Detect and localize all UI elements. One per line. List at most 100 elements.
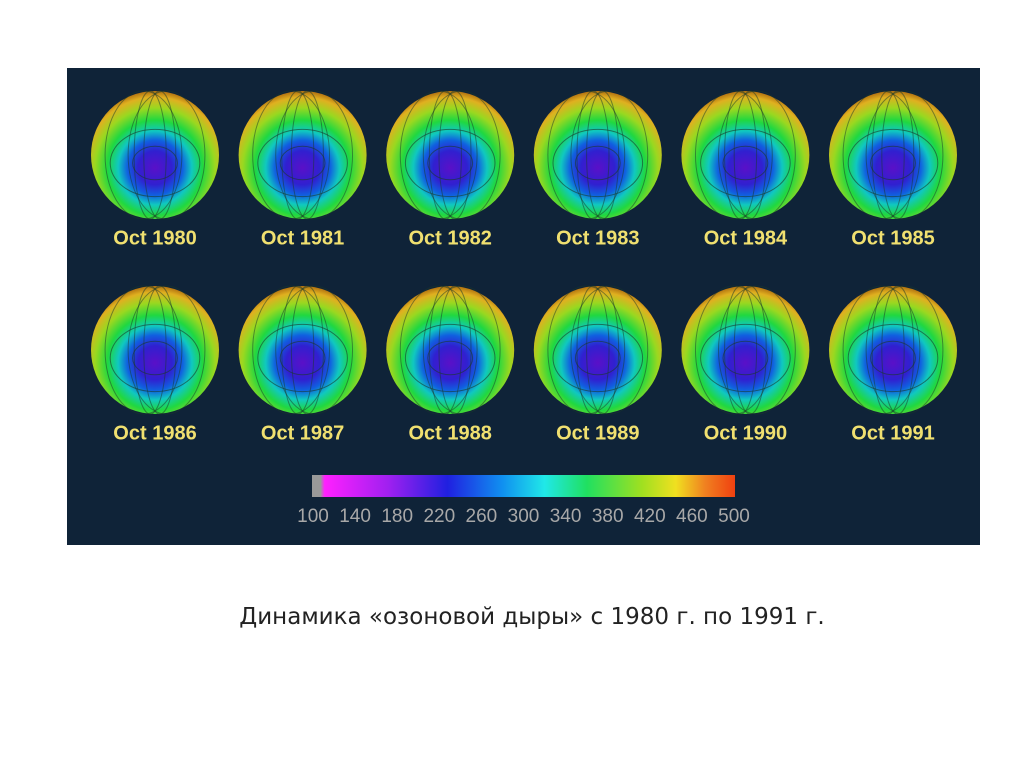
globe-label: Oct 1990 — [704, 422, 787, 444]
globe-grid — [881, 285, 915, 415]
image-background — [67, 68, 980, 545]
colorbar-tick: 180 — [381, 506, 413, 527]
globe-grid — [127, 285, 206, 415]
globe-grid — [404, 323, 496, 393]
globe-label: Oct 1981 — [261, 227, 344, 249]
globe — [386, 286, 515, 414]
globe-grid — [722, 340, 769, 376]
globe-grid — [257, 128, 348, 198]
globe-label: Oct 1985 — [851, 227, 934, 249]
globe-grid — [865, 285, 944, 415]
globe-grid — [399, 285, 478, 415]
globe-label: Oct 1988 — [409, 422, 492, 444]
globe-grid — [132, 145, 178, 181]
globe-grid — [143, 90, 177, 220]
globe-grid — [570, 285, 649, 415]
globe-label: Oct 1991 — [851, 422, 934, 444]
colorbar — [312, 475, 735, 497]
colorbar-tick: 420 — [634, 506, 666, 527]
globe-grid — [870, 340, 916, 376]
globe-grid — [427, 145, 474, 181]
globe-grid — [133, 285, 167, 415]
ozone-image: Oct 1980 Oct 1981 Oct 1982 Oct 1983 Oct 1984… — [67, 68, 980, 545]
globe — [533, 286, 662, 414]
globe-grid — [576, 285, 610, 415]
globe-label: Oct 1983 — [556, 227, 639, 249]
caption: Динамика «озоновой дыры» с 1980 г. по 19… — [239, 604, 825, 630]
globe-grid — [547, 285, 626, 415]
globe-grid — [718, 90, 796, 220]
globe-grid — [733, 285, 767, 415]
globe-grid — [700, 323, 791, 393]
globe-grid — [694, 285, 773, 415]
globe-grid — [104, 285, 183, 415]
globe-grid — [281, 285, 315, 415]
colorbar-tick: 300 — [508, 506, 540, 527]
globe-label: Oct 1984 — [704, 227, 788, 249]
colorbar-tick: 100 — [297, 506, 329, 527]
globe — [91, 286, 219, 414]
colorbar-tick: 340 — [550, 506, 582, 527]
colorbar-tick: 260 — [466, 506, 498, 527]
globe-grid — [275, 285, 354, 415]
globe-grid — [290, 90, 324, 220]
globe-grid — [694, 90, 773, 220]
globe-grid — [574, 145, 621, 181]
globe-grid — [586, 90, 620, 220]
globe-grid — [722, 145, 769, 181]
globe — [238, 91, 367, 219]
globe-grid — [257, 323, 348, 393]
globe-grid — [428, 285, 462, 415]
globe-grid — [109, 323, 201, 393]
globe-grid — [724, 285, 758, 415]
globe-grid — [724, 90, 758, 220]
globe-label: Oct 1986 — [113, 422, 196, 444]
globe-grid — [422, 285, 501, 415]
globe-grid — [718, 285, 796, 415]
globe-grid — [127, 90, 206, 220]
globe-grid — [865, 90, 944, 220]
globe-label: Oct 1987 — [261, 422, 344, 444]
globe-grid — [109, 128, 201, 198]
globe-grid — [871, 90, 905, 220]
globe — [533, 91, 662, 219]
globe-grid — [281, 90, 315, 220]
colorbar-tick: 380 — [592, 506, 624, 527]
globe-label: Oct 1982 — [409, 227, 492, 249]
globe-grid — [871, 285, 905, 415]
globe — [681, 286, 810, 414]
globe-grid — [290, 285, 324, 415]
globe-grid — [104, 90, 183, 220]
globe-grid — [576, 90, 610, 220]
globe-grid — [275, 90, 354, 220]
globe-grid — [399, 90, 478, 220]
globe-grid — [586, 285, 620, 415]
globe-grid — [427, 340, 474, 376]
globe-grid — [143, 285, 177, 415]
globe-label: Oct 1989 — [556, 422, 639, 444]
globe-grid — [279, 145, 326, 181]
globe-grid — [847, 323, 939, 393]
colorbar-tick: 220 — [423, 506, 455, 527]
globe-grid — [842, 285, 921, 415]
globe-grid — [552, 323, 644, 393]
globe-grid — [438, 285, 472, 415]
globe-grid — [404, 128, 496, 198]
globe-grid — [438, 90, 472, 220]
globe-grid — [570, 90, 649, 220]
globe-grid — [847, 128, 939, 198]
colorbar-tick: 140 — [339, 506, 371, 527]
globe-grid — [279, 340, 326, 376]
globe — [91, 91, 219, 219]
globe — [681, 91, 810, 219]
globe — [238, 286, 367, 414]
globe — [829, 91, 957, 219]
globe-grid — [547, 90, 626, 220]
globe-grid — [428, 90, 462, 220]
globe-grid — [842, 90, 921, 220]
globe-grid — [133, 90, 167, 220]
globe-label: Oct 1980 — [113, 227, 196, 249]
colorbar-tick: 460 — [676, 506, 708, 527]
globe-grid — [700, 128, 791, 198]
